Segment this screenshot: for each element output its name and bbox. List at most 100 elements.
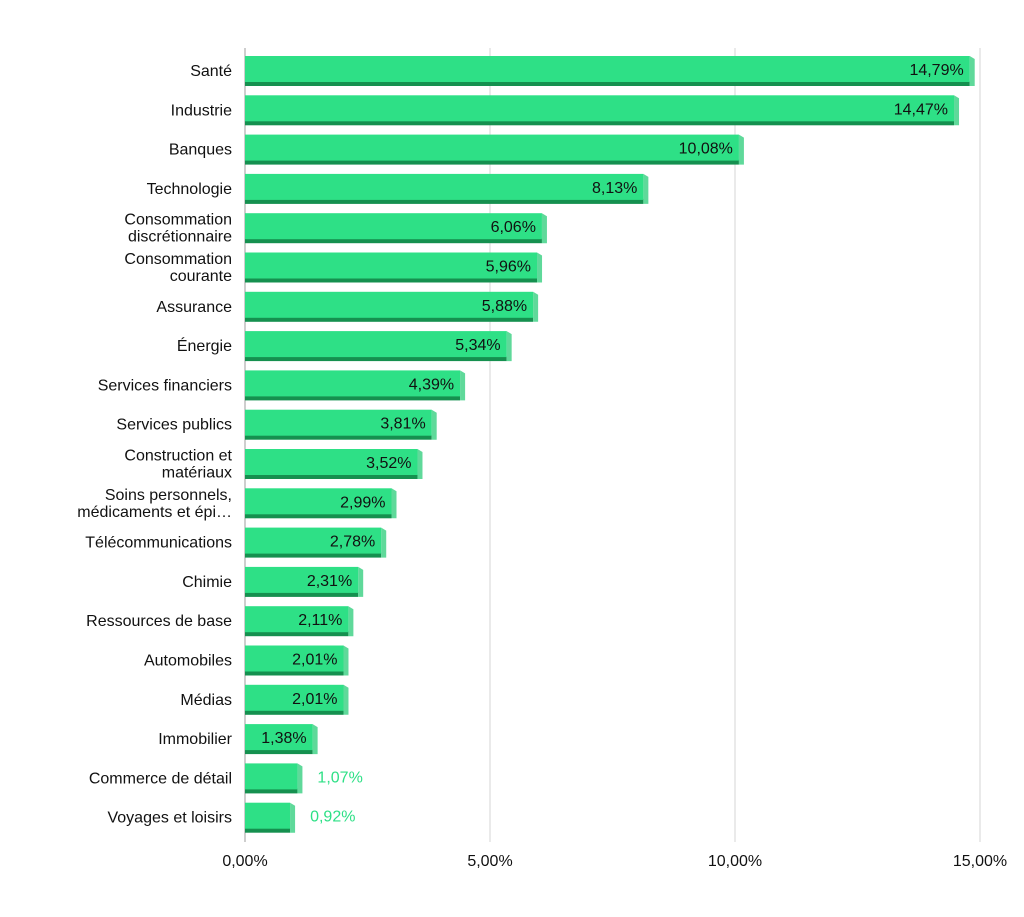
bar-value-label: 3,81%: [380, 416, 425, 433]
bar: [245, 566, 359, 593]
bar-value-label: 2,78%: [330, 534, 375, 551]
bar: [245, 134, 739, 161]
bar-value-label: 4,39%: [409, 376, 454, 393]
category-label: Ressources de base: [86, 613, 232, 630]
bar: [245, 291, 534, 318]
category-label: Consommation discrétionnaire: [124, 212, 232, 246]
category-label: Voyages et loisirs: [107, 810, 232, 827]
category-label-line: courante: [170, 268, 232, 285]
category-label: Soins personnels, médicaments et épi…: [77, 487, 232, 521]
bar-group: 14,79%: [245, 56, 975, 86]
bar-side: [381, 527, 387, 558]
bar-group: 3,52%: [245, 449, 423, 479]
category-label-line: Automobiles: [144, 653, 232, 670]
category-label: Chimie: [182, 574, 232, 591]
bar-group: 0,92%: [245, 802, 355, 833]
bar: [245, 409, 432, 436]
category-label-line: Médias: [180, 692, 232, 709]
bar-shadow: [245, 513, 392, 519]
bar: [245, 606, 349, 633]
category-label-line: Services publics: [116, 417, 232, 434]
x-tick-label: 10,00%: [708, 853, 762, 870]
bar-group: 2,31%: [245, 566, 364, 597]
x-tick-label: 5,00%: [467, 853, 512, 870]
bar: [245, 527, 382, 554]
category-label: Immobilier: [158, 731, 232, 748]
bar-shadow: [245, 238, 542, 244]
bar-group: 1,38%: [245, 724, 318, 755]
category-label-line: Services financiers: [98, 377, 232, 394]
bar-value-label: 2,11%: [298, 612, 342, 629]
bar-value-label: 2,01%: [292, 691, 337, 708]
bar: [245, 449, 418, 475]
category-label-line: Soins personnels,: [105, 487, 232, 504]
x-tick-label: 0,00%: [222, 853, 267, 870]
category-label: Services financiers: [98, 377, 232, 394]
bar-group: 5,88%: [245, 291, 539, 322]
category-label: Technologie: [147, 181, 233, 198]
category-label-line: Consommation: [124, 212, 232, 229]
bar-group: 10,08%: [245, 134, 744, 165]
bar: [245, 802, 291, 829]
bar-value-label: 10,08%: [679, 141, 733, 158]
category-label: Télécommunications: [85, 535, 232, 552]
category-label-line: Télécommunications: [85, 535, 232, 552]
bar: [245, 213, 542, 240]
bar-side: [290, 802, 296, 833]
bar-shadow: [245, 277, 538, 283]
bar-value-label: 1,07%: [317, 769, 362, 786]
bar-value-label: 6,06%: [491, 219, 536, 236]
bar-value-label: 14,47%: [894, 101, 948, 118]
category-label-line: Immobilier: [158, 731, 232, 748]
bar-group: 5,96%: [245, 252, 543, 283]
bar-shadow: [245, 552, 382, 558]
category-label-line: Consommation: [124, 251, 232, 268]
gridlines: [489, 48, 981, 842]
bar-group: 5,34%: [245, 331, 512, 362]
bar-group: 2,01%: [245, 645, 349, 676]
bar-group: 8,13%: [245, 173, 649, 204]
bar-shadow: [245, 120, 955, 126]
bar-side: [738, 134, 744, 165]
bar-group: 2,99%: [245, 488, 397, 519]
bar-shadow: [245, 827, 291, 833]
bar-value-label: 1,38%: [261, 730, 306, 747]
bar: [245, 56, 970, 82]
bar-shadow: [245, 631, 349, 637]
bar-side: [431, 409, 437, 440]
bar-value-label: 8,13%: [592, 180, 637, 197]
bar: [245, 173, 644, 200]
bar-group: 6,06%: [245, 213, 547, 244]
bar-side: [533, 291, 539, 322]
category-label-line: Ressources de base: [86, 613, 232, 630]
category-label-line: Assurance: [156, 299, 232, 316]
bar-side: [417, 449, 423, 479]
bar-shadow: [245, 591, 359, 597]
category-label-line: Énergie: [177, 336, 232, 355]
bar-value-label: 0,92%: [310, 809, 355, 826]
bar-shadow: [245, 788, 298, 794]
category-label: Consommation courante: [124, 251, 232, 285]
bar-group: 2,11%: [245, 606, 354, 637]
category-label: Énergie: [177, 336, 232, 355]
bar: [245, 370, 461, 397]
category-label-line: Construction et: [124, 448, 232, 465]
category-label: Banques: [169, 142, 232, 159]
category-label: Médias: [180, 692, 232, 709]
bar-side: [643, 173, 649, 204]
bar-value-label: 2,99%: [340, 494, 385, 511]
category-label-line: matériaux: [162, 465, 232, 482]
bar-shadow: [245, 709, 344, 715]
bar-shadow: [245, 670, 344, 676]
category-label: Services publics: [116, 417, 232, 434]
category-label-line: médicaments et épi…: [77, 504, 232, 521]
bar-value-label: 2,01%: [292, 652, 337, 669]
bar-value-label: 14,79%: [909, 62, 963, 79]
category-label-line: Banques: [169, 142, 232, 159]
bar-group: 1,07%: [245, 763, 363, 794]
bar-side: [537, 252, 543, 283]
bar-side: [358, 566, 364, 597]
bar-side: [460, 370, 466, 401]
bar: [245, 252, 538, 279]
